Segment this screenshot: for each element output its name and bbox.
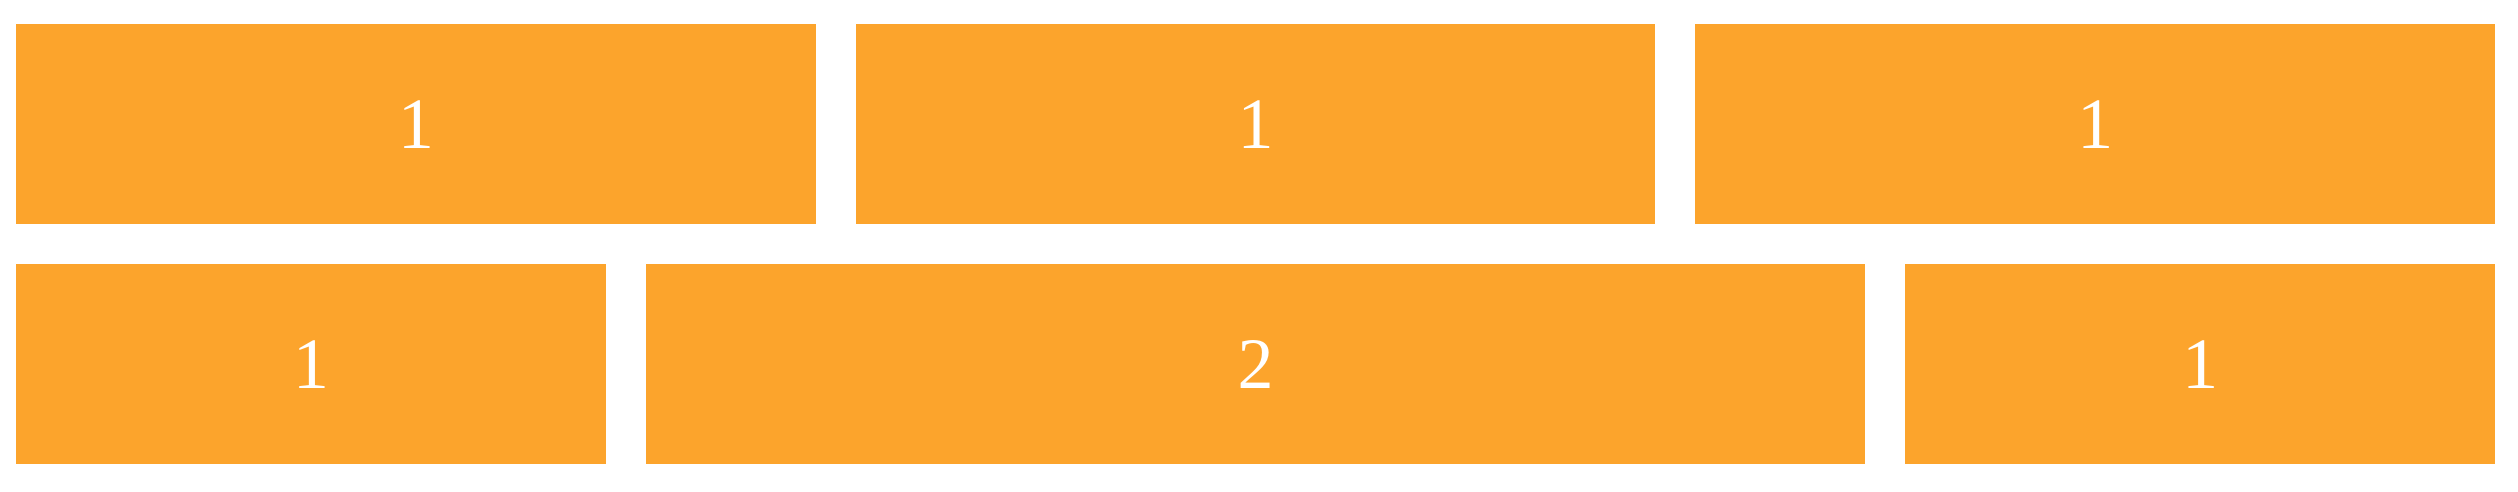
grid-cell-r2-c2: 2 [645,264,1866,464]
cell-label: 1 [2077,84,2114,164]
cell-label: 1 [2182,324,2219,404]
grid-cell-r2-c3: 1 [1905,264,2495,464]
cell-label: 1 [292,324,329,404]
cell-label: 1 [397,84,434,164]
grid-cell-r1-c2: 1 [855,24,1656,224]
grid-cell-r1-c3: 1 [1695,24,2495,224]
cell-label: 2 [1237,324,1274,404]
cell-label: 1 [1237,84,1274,164]
grid-layout: 1 1 1 1 2 1 [16,24,2495,464]
grid-cell-r1-c1: 1 [16,24,816,224]
grid-cell-r2-c1: 1 [16,264,606,464]
